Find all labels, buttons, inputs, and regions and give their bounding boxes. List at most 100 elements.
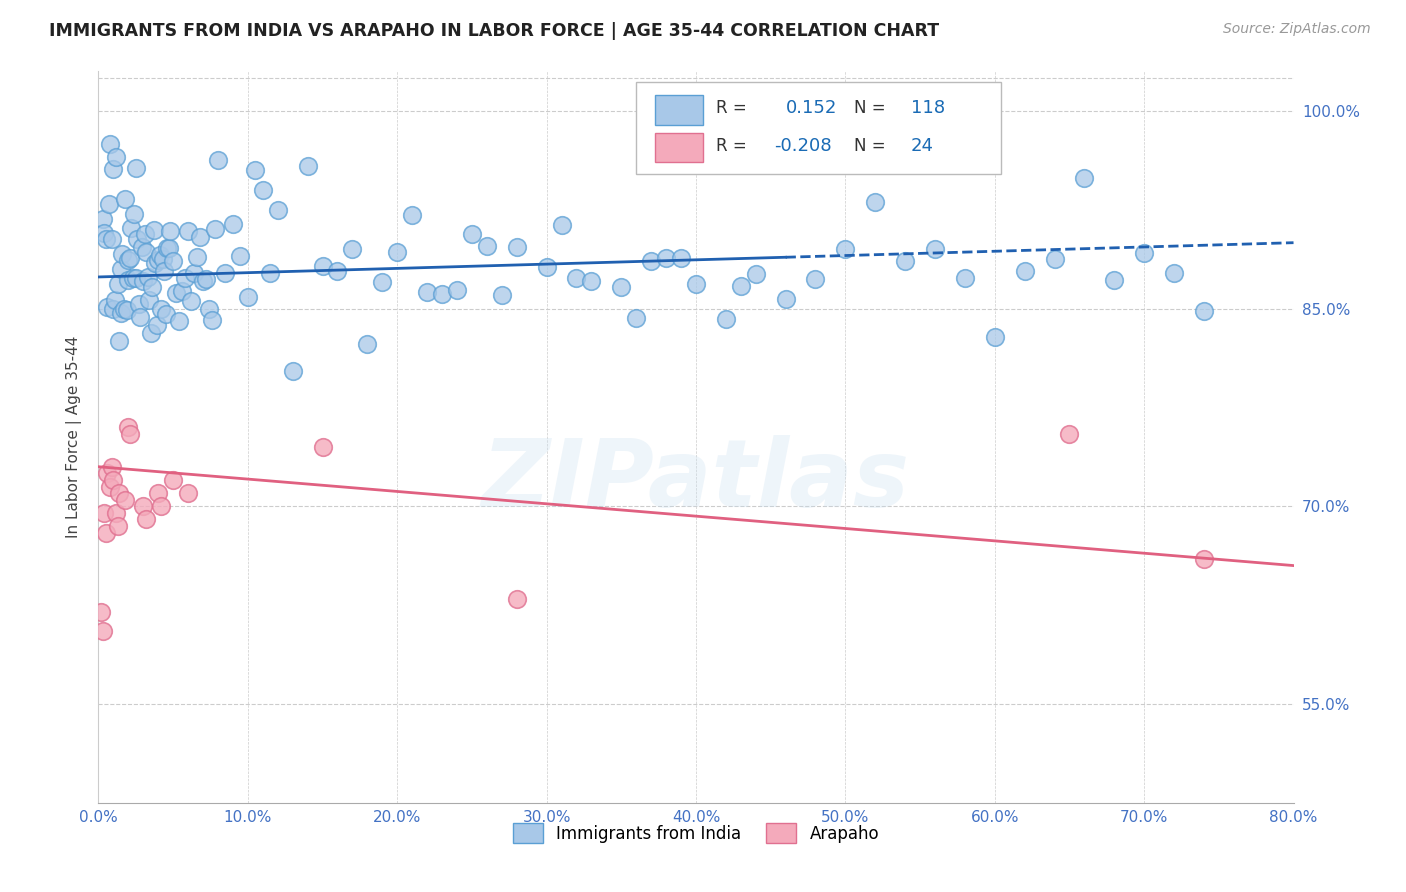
Point [132, 500, 155, 514]
Point [342, 242, 364, 256]
Point [155, 307, 177, 321]
Point [416, 285, 439, 299]
Point [107, 277, 129, 292]
Point [655, 251, 678, 265]
Point [214, 266, 236, 280]
Point [125, 161, 148, 175]
Point [128, 297, 150, 311]
Point [91, 624, 114, 639]
Point [96, 300, 118, 314]
Point [714, 311, 737, 326]
Point [385, 244, 409, 259]
Point [103, 302, 125, 317]
Point [107, 519, 129, 533]
Point [506, 240, 529, 254]
Point [162, 473, 184, 487]
Point [127, 232, 149, 246]
Point [188, 230, 211, 244]
Point [157, 241, 180, 255]
Legend: Immigrants from India, Arapaho: Immigrants from India, Arapaho [506, 817, 886, 849]
Text: 118: 118 [911, 99, 945, 117]
Point [1059, 426, 1081, 441]
Point [745, 267, 768, 281]
Point [730, 279, 752, 293]
Point [98, 479, 122, 493]
Point [105, 506, 128, 520]
Point [894, 254, 917, 268]
Text: IMMIGRANTS FROM INDIA VS ARAPAHO IN LABOR FORCE | AGE 35-44 CORRELATION CHART: IMMIGRANTS FROM INDIA VS ARAPAHO IN LABO… [49, 22, 939, 40]
Text: Source: ZipAtlas.com: Source: ZipAtlas.com [1223, 22, 1371, 37]
Point [125, 271, 148, 285]
Text: R =: R = [716, 136, 747, 154]
Point [152, 252, 174, 266]
Point [640, 253, 662, 268]
Point [103, 162, 125, 177]
Point [201, 312, 224, 326]
Point [1163, 266, 1185, 280]
Point [96, 467, 118, 481]
Point [111, 247, 134, 261]
Point [198, 301, 221, 316]
Point [204, 221, 226, 235]
FancyBboxPatch shape [637, 82, 1001, 174]
Point [132, 273, 155, 287]
Point [150, 500, 173, 514]
Point [165, 286, 187, 301]
Point [186, 250, 208, 264]
Text: R =: R = [716, 99, 747, 117]
Point [93, 226, 115, 240]
Point [91, 211, 114, 226]
Point [834, 242, 856, 256]
Point [461, 227, 484, 241]
Point [136, 270, 159, 285]
Point [506, 591, 529, 606]
Point [626, 310, 648, 325]
Point [98, 136, 122, 151]
Point [229, 249, 252, 263]
Point [149, 248, 172, 262]
Point [110, 261, 132, 276]
Point [1192, 303, 1215, 318]
Point [114, 492, 136, 507]
Point [180, 294, 202, 309]
Point [153, 263, 176, 277]
Point [97, 197, 120, 211]
Point [148, 252, 170, 267]
Point [142, 223, 165, 237]
Point [430, 286, 453, 301]
Point [401, 207, 423, 221]
Point [475, 239, 498, 253]
Point [311, 440, 333, 454]
Point [103, 473, 125, 487]
Point [195, 271, 218, 285]
Point [118, 251, 141, 265]
Point [775, 292, 797, 306]
Point [953, 271, 976, 285]
Point [177, 486, 200, 500]
Y-axis label: In Labor Force | Age 35-44: In Labor Force | Age 35-44 [66, 336, 83, 538]
Point [156, 241, 179, 255]
Point [112, 301, 135, 316]
Point [581, 274, 603, 288]
Text: 0.152: 0.152 [786, 99, 837, 117]
Point [174, 271, 197, 285]
Point [108, 486, 131, 500]
Point [267, 202, 290, 217]
Point [865, 195, 887, 210]
Point [115, 303, 138, 318]
Point [159, 225, 181, 239]
Point [104, 293, 127, 308]
Point [94, 525, 117, 540]
Point [134, 227, 156, 242]
Point [90, 605, 112, 619]
Point [124, 207, 146, 221]
Point [1192, 552, 1215, 566]
Point [297, 159, 319, 173]
Point [565, 270, 588, 285]
FancyBboxPatch shape [655, 133, 703, 162]
Point [281, 364, 304, 378]
Point [135, 512, 157, 526]
Point [177, 224, 200, 238]
Point [356, 336, 378, 351]
Text: N =: N = [853, 136, 886, 154]
